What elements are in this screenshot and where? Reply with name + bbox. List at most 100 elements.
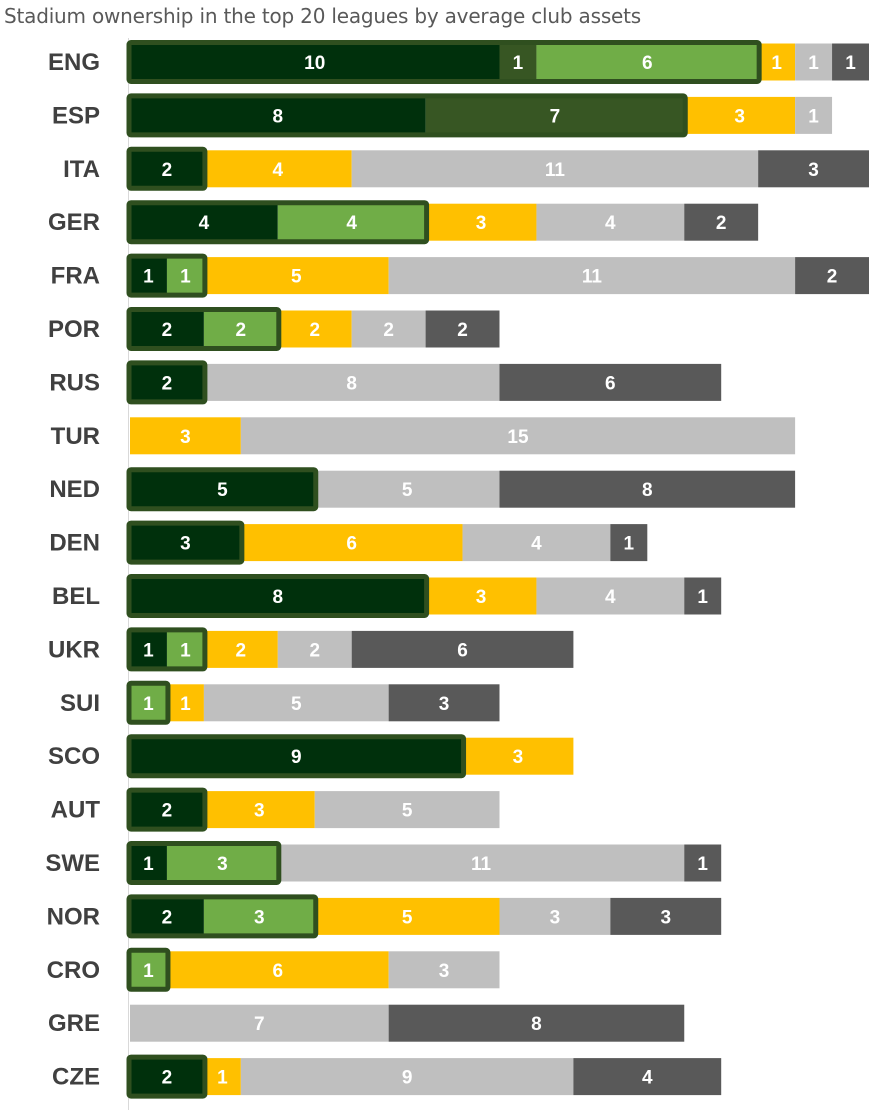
bar-segment-rus-s1 [130,363,204,401]
owned-outline-cro [126,947,171,992]
data-label-ita-s6: 3 [808,160,819,181]
bar-segment-cro-s3 [130,951,167,989]
data-label-nor-s3: 3 [254,907,265,928]
bar-segment-ger-s6 [684,203,759,241]
data-label-ukr-s6: 6 [457,640,468,661]
data-label-cze-s1: 2 [162,1068,173,1089]
data-label-bel-s5: 4 [605,587,616,608]
data-label-bel-s6: 1 [697,587,708,608]
bar-segment-cze-s4 [203,1058,241,1096]
bar-segment-eng-s6 [832,43,869,81]
category-label-aut: AUT [51,797,101,824]
data-label-rus-s5: 8 [346,373,357,394]
category-label-esp: ESP [52,102,100,129]
data-label-esp-s1: 8 [273,106,284,127]
bar-segment-ger-s3 [277,203,426,241]
data-label-ger-s5: 4 [605,213,616,234]
bar-segment-fra-s6 [795,257,869,295]
bar-segment-eng-s3 [536,43,759,81]
bar-segment-bel-s5 [536,577,685,615]
data-label-sui-s3: 1 [143,694,154,715]
category-label-gre: GRE [48,1010,100,1037]
data-label-sui-s6: 3 [439,694,450,715]
bar-segment-tur-s4 [130,417,241,455]
bar-segment-cze-s1 [130,1058,204,1096]
bar-segment-ned-s5 [314,470,500,508]
bar-segment-sui-s5 [203,684,389,722]
bar-segment-ita-s5 [351,150,759,188]
bar-segment-aut-s1 [130,791,204,829]
category-label-fra: FRA [51,263,100,290]
data-label-cze-s5: 9 [402,1068,413,1089]
data-label-ita-s5: 11 [545,160,566,181]
bar-segment-nor-s4 [314,897,500,935]
category-label-ukr: UKR [48,636,100,663]
owned-outline-den [126,520,245,565]
category-label-por: POR [48,316,100,343]
bar-segment-nor-s5 [499,897,611,935]
data-label-aut-s1: 2 [162,801,173,822]
bar-segment-aut-s4 [203,791,315,829]
bar-segment-eng-s1 [130,43,500,81]
bar-segment-ukr-s1 [130,630,167,668]
data-label-gre-s6: 8 [531,1014,542,1035]
bar-segment-por-s4 [277,310,352,348]
data-label-por-s4: 2 [309,320,320,341]
bar-segment-sco-s4 [462,737,574,775]
data-label-tur-s5: 15 [507,427,529,448]
category-label-ita: ITA [63,156,100,183]
bar-segment-fra-s4 [203,257,389,295]
data-label-por-s3: 2 [236,320,247,341]
data-label-nor-s5: 3 [550,907,561,928]
bar-segment-swe-s3 [166,844,278,882]
category-label-ned: NED [49,476,100,503]
data-label-nor-s4: 5 [402,907,413,928]
bar-segment-gre-s6 [388,1004,685,1042]
bar-segment-ger-s1 [130,203,278,241]
data-label-bel-s1: 8 [273,587,284,608]
data-label-den-s4: 6 [346,534,357,555]
data-label-sco-s4: 3 [513,747,524,768]
bar-segment-gre-s5 [130,1004,389,1042]
bar-segment-ita-s1 [130,150,204,188]
data-label-ger-s6: 2 [716,213,727,234]
data-label-cro-s3: 1 [143,961,154,982]
bar-segment-por-s6 [425,310,500,348]
category-label-cro: CRO [47,957,100,984]
data-label-nor-s6: 3 [660,907,671,928]
data-label-aut-s5: 5 [402,801,413,822]
data-label-ger-s3: 4 [346,213,357,234]
data-label-fra-s4: 5 [291,267,302,288]
bar-segment-den-s1 [130,524,241,562]
data-label-sui-s4: 1 [180,694,191,715]
bar-segment-ukr-s5 [277,630,352,668]
owned-outline-por [126,307,282,351]
chart-title: Stadium ownership in the top 20 leagues … [4,4,642,28]
data-label-fra-s5: 11 [582,267,603,288]
data-label-nor-s1: 2 [162,907,173,928]
category-label-bel: BEL [52,583,100,610]
category-label-sco: SCO [48,743,100,770]
bar-segment-sui-s4 [166,684,204,722]
bar-segment-ned-s1 [130,470,315,508]
bar-segment-cro-s4 [166,951,389,989]
data-label-eng-s2: 1 [513,53,524,74]
bar-segment-rus-s6 [499,363,722,401]
data-label-swe-s1: 1 [143,854,154,875]
category-label-ger: GER [48,209,100,236]
bar-segment-sco-s1 [130,737,463,775]
bar-segment-bel-s4 [425,577,537,615]
bar-segment-den-s5 [462,524,611,562]
data-label-ukr-s1: 1 [143,640,154,661]
data-label-ukr-s5: 2 [309,640,320,661]
bar-segment-eng-s5 [795,43,833,81]
data-label-ger-s4: 3 [476,213,487,234]
owned-outline-aut [126,787,208,832]
bar-segment-swe-s1 [130,844,167,882]
data-label-sco-s1: 9 [291,747,302,768]
data-label-den-s6: 1 [624,534,635,555]
bar-segment-nor-s1 [130,897,204,935]
data-label-cze-s6: 4 [642,1068,653,1089]
data-label-swe-s3: 3 [217,854,228,875]
